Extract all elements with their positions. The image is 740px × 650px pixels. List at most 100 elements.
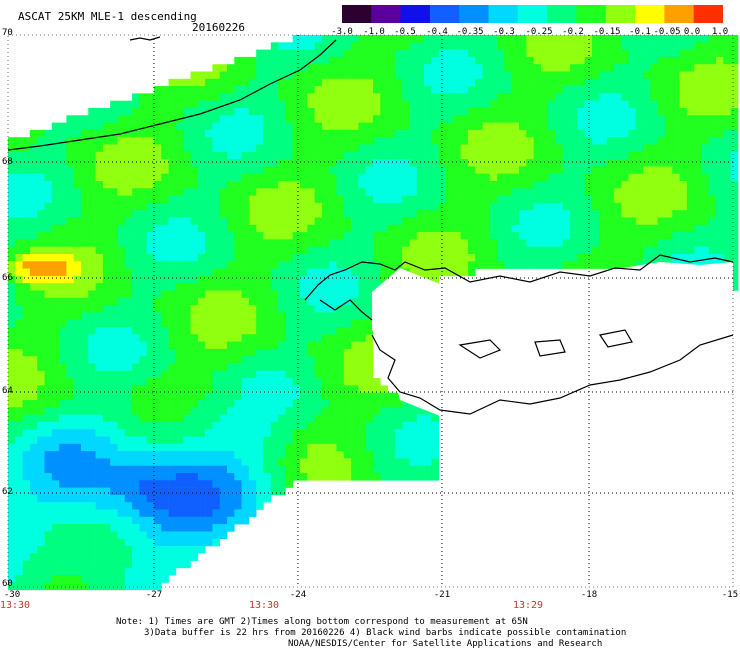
data-cell [190,334,199,342]
data-cell [723,78,731,87]
data-cell [219,173,228,182]
data-cell [394,458,403,466]
data-cell [321,108,330,116]
data-cell [380,246,388,255]
data-cell [81,487,89,496]
data-cell [504,210,512,218]
data-cell [365,93,374,101]
data-cell [358,465,366,474]
data-cell [351,166,359,174]
data-cell [219,473,228,481]
data-cell [124,524,133,532]
data-cell [29,173,38,182]
data-cell [409,443,418,452]
data-cell [102,524,111,532]
data-cell [248,400,257,408]
data-cell [526,64,534,72]
data-cell [416,144,425,153]
data-cell [270,370,279,379]
data-cell [708,195,717,204]
data-cell [482,115,491,123]
data-cell [59,480,67,488]
data-cell [154,465,162,474]
data-cell [599,246,607,255]
data-cell [351,421,359,430]
data-cell [132,370,140,379]
data-cell [132,363,140,372]
data-cell [336,49,345,58]
data-cell [628,78,637,87]
data-cell [248,239,257,247]
data-cell [102,465,111,474]
data-cell [577,78,585,87]
data-cell [285,443,293,452]
data-cell [285,188,293,196]
data-cell [44,400,53,408]
data-cell [219,421,228,430]
data-cell [285,202,293,211]
data-cell [526,151,534,160]
data-cell [526,71,534,80]
data-cell [526,210,534,218]
data-cell [15,414,23,423]
data-cell [351,232,359,240]
data-cell [95,385,104,393]
data-cell [197,370,206,379]
data-cell [256,319,264,328]
data-cell [402,443,410,452]
data-cell [161,108,169,116]
data-cell [256,224,264,233]
data-cell [117,151,126,160]
data-cell [665,188,673,196]
data-cell [373,122,381,131]
data-cell [307,217,315,226]
data-cell [8,429,16,437]
data-cell [519,122,527,131]
data-cell [365,239,374,247]
data-cell [102,202,111,211]
data-cell [475,202,483,211]
data-cell [256,159,264,167]
data-cell [387,217,396,226]
data-cell [409,56,418,65]
data-cell [358,86,366,94]
data-cell [88,202,96,211]
data-cell [256,78,264,87]
data-cell [168,254,177,262]
data-cell [431,443,439,452]
data-cell [183,159,191,167]
data-cell [256,261,264,269]
data-cell [95,181,104,189]
data-cell [168,436,177,445]
data-cell [205,261,213,269]
data-cell [161,524,169,532]
data-cell [168,261,177,269]
data-cell [351,473,359,481]
data-cell [44,166,53,174]
data-cell [599,202,607,211]
data-cell [124,407,133,415]
data-cell [270,319,279,328]
data-cell [241,283,250,291]
data-cell [110,546,118,554]
data-cell [15,516,23,525]
data-cell [95,524,104,532]
data-cell [66,494,74,503]
data-cell [219,166,228,174]
data-cell [314,378,323,386]
data-cell [365,407,374,415]
data-cell [146,458,155,466]
data-cell [66,546,74,554]
data-cell [248,319,257,328]
data-cell [190,327,199,335]
data-cell [102,137,111,145]
data-cell [132,414,140,423]
data-cell [394,56,403,65]
data-cell [227,473,235,481]
data-cell [643,144,651,153]
data-cell [102,429,111,437]
data-cell [66,582,74,591]
data-cell [511,166,520,174]
data-cell [183,392,191,401]
data-cell [124,385,133,393]
